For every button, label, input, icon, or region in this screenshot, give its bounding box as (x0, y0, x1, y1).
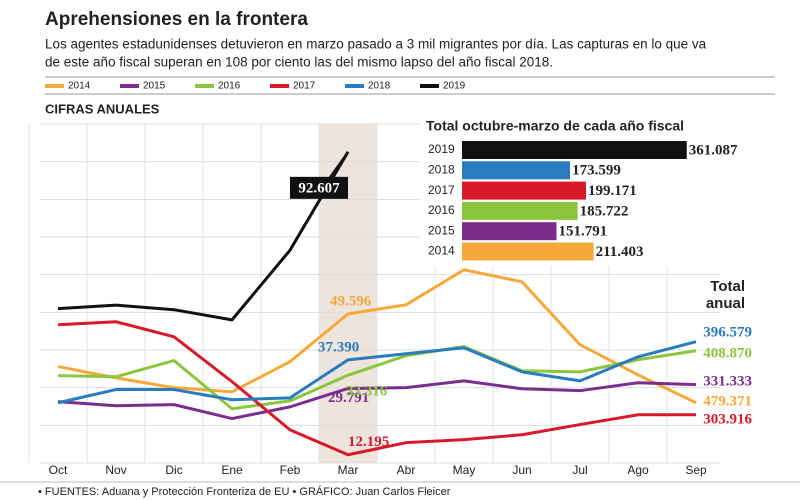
bar-label: 173.599 (572, 163, 621, 179)
series-line (57, 268, 697, 405)
total-label: 408.870 (703, 345, 752, 361)
total-heading: anual (706, 295, 745, 312)
series-line (57, 151, 350, 322)
x-tick-label: Jul (572, 463, 587, 477)
x-tick-label: Feb (280, 463, 301, 477)
x-tick-label: Jun (512, 463, 531, 477)
total-label: 303.916 (703, 411, 752, 427)
title: Aprehensiones en la frontera (45, 9, 308, 30)
section-label: CIFRAS ANUALES (45, 101, 160, 116)
bar (462, 242, 594, 261)
data-label: 29.791 (328, 390, 369, 406)
x-tick-label: Sep (685, 463, 707, 477)
x-tick-label: Oct (49, 463, 68, 477)
bar (462, 181, 586, 200)
data-label: 37.390 (318, 339, 359, 355)
bar (462, 201, 578, 220)
bar (462, 141, 687, 159)
x-tick-label: Ago (627, 463, 649, 477)
legend-label: 2018 (368, 81, 391, 92)
data-label: 49.596 (330, 293, 372, 309)
bar-label: 361.087 (689, 142, 738, 158)
callout-box (290, 176, 348, 199)
inset-title: Total octubre-marzo de cada año fiscal (426, 118, 684, 134)
data-label: 92.607 (298, 180, 340, 196)
bar-category: 2017 (428, 183, 455, 197)
total-heading: Total (710, 278, 745, 295)
bar-label: 211.403 (596, 244, 644, 260)
series-line (57, 379, 697, 421)
legend-label: 2017 (293, 81, 316, 92)
bar (462, 222, 557, 241)
subtitle: Los agentes estadunidenses detuvieron en… (45, 37, 707, 52)
bar-label: 185.722 (580, 203, 629, 219)
subtitle: de este año fiscal superan en 108 por ci… (45, 55, 553, 70)
source: • FUENTES: Aduana y Protección Fronteriz… (38, 485, 451, 498)
legend-label: 2015 (143, 81, 166, 92)
legend-label: 2016 (218, 81, 241, 92)
x-tick-label: Nov (105, 463, 126, 477)
bar-label: 151.791 (558, 224, 607, 240)
data-label: 12.195 (348, 434, 389, 450)
bar (462, 161, 571, 180)
x-tick-label: Ene (221, 463, 243, 477)
legend-label: 2014 (68, 81, 91, 92)
bar-category: 2014 (428, 244, 455, 258)
total-label: 331.333 (703, 373, 752, 389)
bar-category: 2018 (428, 162, 455, 176)
series-line (57, 320, 696, 457)
total-label: 479.371 (703, 393, 752, 409)
callout (327, 151, 349, 181)
x-tick-label: Mar (338, 463, 359, 477)
x-tick-label: Dic (165, 463, 182, 477)
x-tick-label: Abr (397, 463, 416, 477)
bar-category: 2019 (428, 142, 455, 156)
legend-label: 2019 (443, 81, 466, 92)
series-line (57, 345, 697, 411)
data-label: 33.316 (346, 384, 388, 400)
bar-category: 2016 (428, 203, 455, 217)
series-line (57, 340, 697, 405)
bar-label: 199.171 (588, 183, 637, 199)
bar-category: 2015 (428, 223, 455, 237)
x-tick-label: May (453, 463, 476, 477)
total-label: 396.579 (703, 324, 752, 340)
